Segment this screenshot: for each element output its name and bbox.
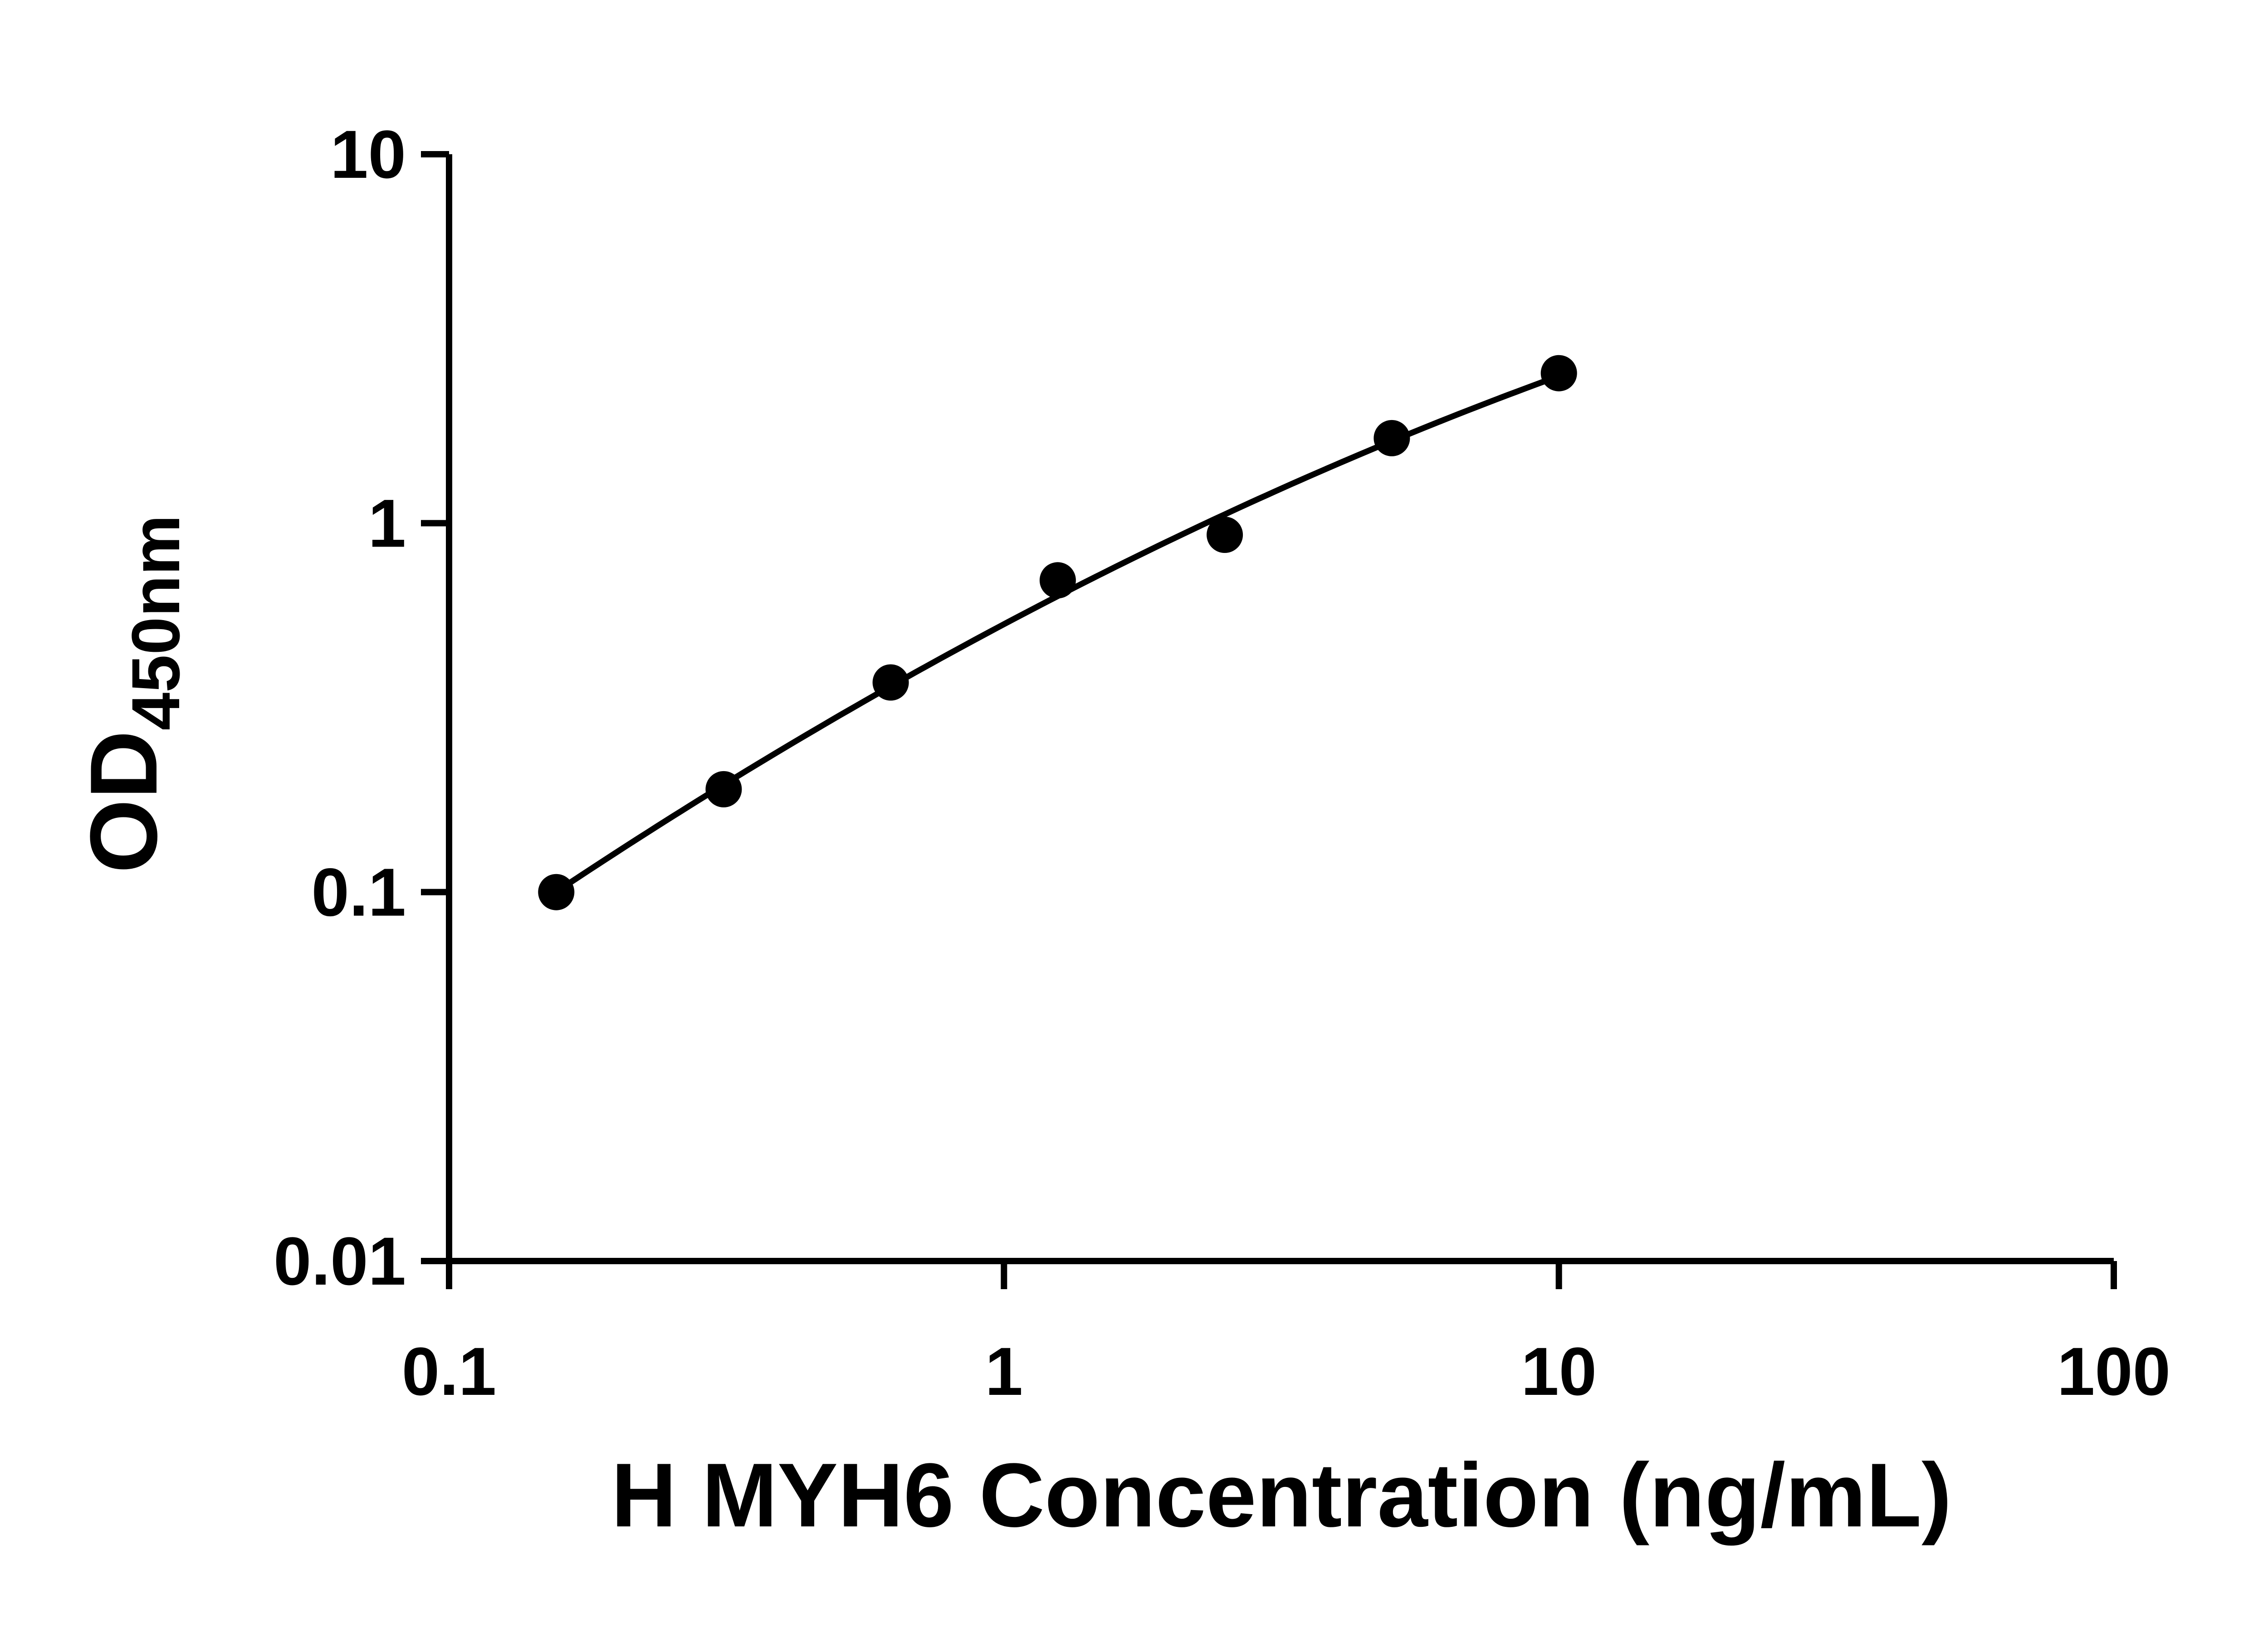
x-tick-label: 100 [2057,1333,2170,1409]
x-tick-label: 10 [1521,1333,1597,1409]
data-point [1374,420,1410,456]
y-tick-label: 0.01 [274,1223,406,1299]
data-point [1540,355,1577,391]
data-point [1207,517,1243,553]
data-point [538,874,575,910]
x-tick-label: 0.1 [402,1333,497,1409]
axis-lines [446,154,2114,1264]
y-tick-label: 10 [330,116,406,192]
data-point [872,664,909,701]
x-tick-label: 1 [985,1333,1023,1409]
y-axis-title-subscript: 450nm [117,515,194,730]
data-point [705,771,742,807]
data-point [1039,562,1076,599]
y-tick-label: 1 [368,485,406,561]
fit-curve [553,373,1562,895]
y-axis-title-main: OD [70,730,177,873]
x-axis-title: H MYH6 Concentration (ng/mL) [611,1445,1951,1546]
plot-layer: 0.1 1 10 100 0.01 0.1 1 10 [274,116,2170,1409]
y-axis-title: OD450nm [70,515,194,873]
y-tick-label: 0.1 [311,854,406,930]
